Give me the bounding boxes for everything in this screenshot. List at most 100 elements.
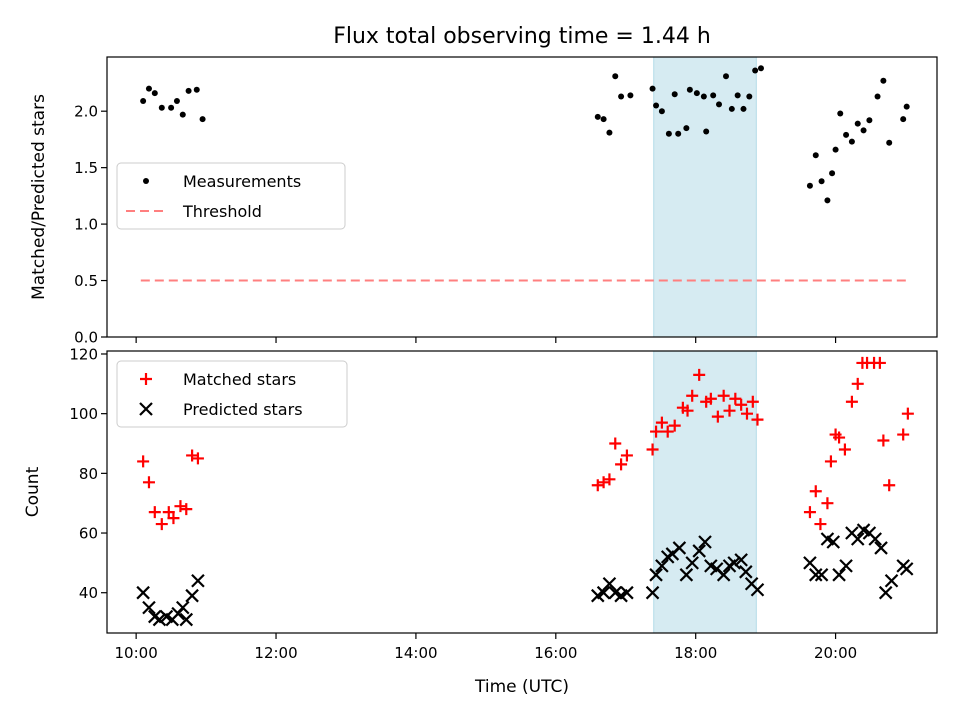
predicted-star-point [878,585,893,600]
legend-measurement-marker [143,178,149,184]
measurement-point [179,111,186,118]
matched-star-point [693,368,706,381]
matched-star-point [609,437,622,450]
predicted-star-point [179,612,194,627]
predicted-star-point [739,565,753,579]
matched-star-point [821,497,834,510]
matched-star-point [883,479,896,492]
matched-star-point [186,449,199,462]
measurement-point [746,93,753,100]
y-tick-label: 80 [79,465,98,483]
measurement-point [151,90,158,97]
matched-star-point [814,518,827,531]
predicted-star-point [727,556,741,570]
legend-label: Matched stars [183,370,296,389]
count-panel: 40 60 80 100 120 10:00 12:00 14:00 16:00 18:00 20:… [69,345,938,662]
matched-star-point [155,518,168,531]
measurement-point [757,65,764,72]
measurement-point [140,98,147,105]
predicted-star-point [152,612,167,627]
matched-star-point [167,512,180,525]
legend: Measurements Threshold [116,162,346,230]
measurement-point [612,73,619,80]
measurement-point [606,129,613,136]
predicted-star-point [868,532,882,546]
predicted-star-point [655,559,669,573]
legend: Matched stars Predicted stars [116,360,348,428]
matched-star-point [603,473,616,486]
ratio-panel: 0.0 0.5 1.0 1.5 2.0 Measurements Threshold [74,56,938,347]
measurement-point [812,152,819,159]
matched-star-point [655,416,668,429]
matched-star-point [803,506,816,519]
measurement-point [649,85,656,92]
predicted-star-point [734,553,748,567]
predicted-star-point [803,556,817,570]
predicted-star-point [679,568,694,582]
predicted-star-point [685,556,699,570]
predicted-star-point [899,562,914,576]
y-tick-label: 0.0 [74,329,98,347]
predicted-star-point [136,585,150,600]
measurement-point [874,93,881,100]
measurement-point [752,67,759,74]
measurement-point [658,108,665,115]
matched-star-point [838,443,851,456]
predicted-star-point [814,568,829,582]
x-tick-label: 18:00 [674,644,717,662]
predicted-star-point [832,568,846,582]
measurement-point [700,93,707,100]
predicted-star-point [692,544,706,558]
matched-star-point [901,407,914,420]
measurement-point [703,128,710,135]
matched-star-point [735,398,748,411]
measurement-point [653,102,660,109]
legend-box [116,162,346,230]
measurement-point [832,146,839,153]
measurement-point [675,130,682,137]
y-tick-label: 120 [69,345,98,363]
matched-star-point [873,356,886,369]
measurement-point [728,105,735,112]
measurement-point [665,130,672,137]
matched-star-point [729,392,742,405]
measurement-point [173,98,180,105]
legend-label: Measurements [183,172,301,191]
measurement-point [168,104,175,111]
matched-star-point [686,389,699,402]
measurement-point [829,170,836,177]
matched-star-point [704,392,717,405]
measurement-point [818,178,825,185]
x-tick-label: 12:00 [254,644,297,662]
x-tick-label: 16:00 [534,644,577,662]
matched-star-point [615,458,628,471]
ratio-y-axis-label: Matched/Predicted stars [29,94,49,300]
measurement-point [900,116,907,123]
measurement-point [627,92,634,99]
matched-star-point [668,419,681,432]
legend-label: Threshold [182,202,262,221]
matched-star-point [851,377,864,390]
measurement-point [193,86,200,93]
measurement-point [860,127,867,134]
y-tick-label: 40 [79,584,98,602]
x-tick-label: 10:00 [115,644,158,662]
predicted-star-point [874,541,888,555]
matched-star-point [877,434,890,447]
predicted-star-point [698,535,712,549]
measurement-point [618,93,625,100]
matched-star-point [137,455,150,468]
x-tick-label: 14:00 [394,644,437,662]
series-measurements [140,65,910,204]
measurement-point [671,91,678,98]
predicted-star-point [649,568,663,582]
predicted-star-point [175,600,190,615]
measurement-point [710,92,717,99]
measurement-point [199,116,206,123]
matched-star-point [180,503,193,516]
predicted-star-point [185,588,199,603]
measurement-point [886,139,893,146]
highlight-span [653,350,757,634]
matched-star-point [620,449,633,462]
matched-star-point [824,455,837,468]
